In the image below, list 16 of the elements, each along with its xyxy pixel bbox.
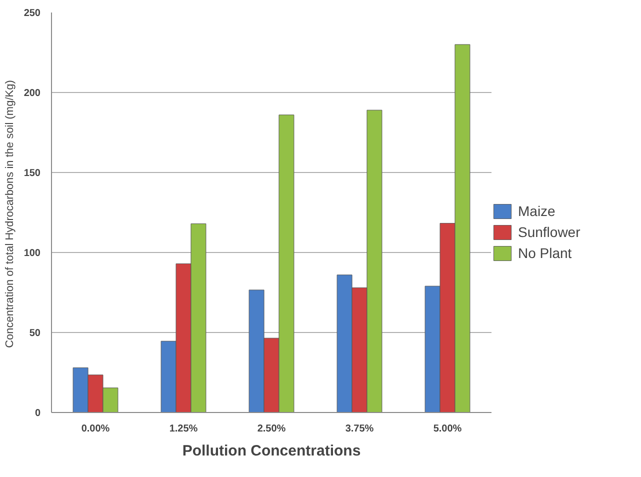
legend-label: Sunflower — [518, 224, 580, 240]
x-tick-label: 3.75% — [345, 424, 374, 434]
y-tick-label: 0 — [34, 408, 41, 419]
y-tick-label: 50 — [29, 328, 41, 339]
x-tick-label: 2.50% — [257, 424, 286, 434]
y-axis-title: Concentration of total Hydrocarbons in the soil (mg/Kg) — [4, 80, 16, 348]
x-tick-label: 1.25% — [169, 424, 198, 434]
y-tick-label: 100 — [24, 248, 41, 259]
x-axis-title: Pollution Concentrations — [182, 442, 361, 460]
legend-label: No Plant — [518, 245, 572, 261]
y-tick-label: 150 — [24, 168, 41, 179]
y-tick-label: 250 — [24, 8, 41, 19]
legend-label: Maize — [518, 203, 556, 219]
x-tick-label: 0.00% — [81, 424, 110, 434]
y-tick-label: 200 — [24, 88, 41, 99]
x-tick-label: 5.00% — [433, 424, 462, 434]
